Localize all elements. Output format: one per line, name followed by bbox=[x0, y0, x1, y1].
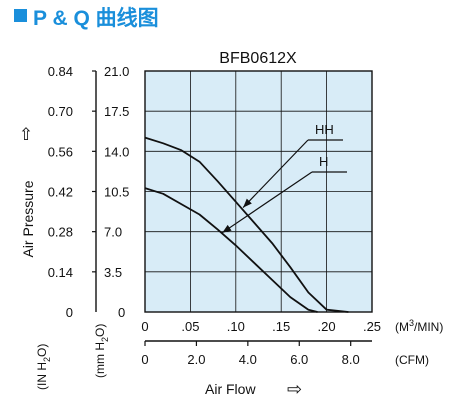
chart-title: BFB0612X bbox=[219, 50, 297, 67]
annotation-leader bbox=[242, 139, 309, 208]
svg-text:(IN H2O): (IN H2O) bbox=[35, 344, 52, 390]
y-axis: 0 3.5 7.0 10.5 14.0 17.5 21.0 bbox=[92, 64, 129, 320]
y-tick-label: 21.0 bbox=[104, 64, 129, 79]
y-axis-label: Air Pressure bbox=[20, 180, 36, 257]
page-title: P & Q 曲线图 bbox=[33, 7, 159, 30]
y2-tick-label: 0.28 bbox=[48, 225, 73, 240]
y2-tick-label: 0 bbox=[66, 305, 73, 320]
x2-tick-label: 4.0 bbox=[239, 352, 257, 367]
y-tick-label: 10.5 bbox=[104, 185, 129, 200]
y2-tick-label: 0.14 bbox=[48, 265, 73, 280]
annotation-leader bbox=[221, 171, 313, 234]
y2-tick-label: 0.42 bbox=[48, 185, 73, 200]
x2-tick-label: 8.0 bbox=[342, 352, 360, 367]
y-tick-label: 3.5 bbox=[104, 265, 122, 280]
plot-frame bbox=[144, 70, 373, 313]
x-tick-label: .20 bbox=[318, 319, 336, 334]
x-axis-label: Air Flow bbox=[205, 381, 256, 397]
svg-text:(mm H2O): (mm H2O) bbox=[93, 324, 110, 378]
x-axis: 0 .05 .10 .15 .20 .25 bbox=[141, 319, 381, 334]
arrowhead-icon bbox=[243, 198, 252, 208]
x-unit-label: (M3/MIN) bbox=[395, 318, 443, 334]
x-tick-label: .25 bbox=[363, 319, 381, 334]
series-line-h bbox=[144, 187, 318, 313]
title-square-icon bbox=[14, 9, 27, 22]
x-tick-label: .15 bbox=[272, 319, 290, 334]
y-tick-label: 0 bbox=[118, 305, 125, 320]
x2-unit-label: (CFM) bbox=[395, 353, 429, 367]
x2-axis: 0 2.0 4.0 6.0 8.0 bbox=[141, 341, 360, 367]
annotations-layer: HHH bbox=[221, 122, 347, 234]
y2-tick-label: 0.70 bbox=[48, 104, 73, 119]
arrowhead-icon bbox=[222, 224, 232, 233]
y-tick-label: 17.5 bbox=[104, 104, 129, 119]
x-tick-label: .10 bbox=[227, 319, 245, 334]
y-tick-label: 14.0 bbox=[104, 144, 129, 159]
y2-axis: 0 0.14 0.28 0.42 0.56 0.70 0.84 bbox=[48, 64, 73, 320]
y2-tick-label: 0.84 bbox=[48, 64, 73, 79]
x-tick-label: 0 bbox=[141, 319, 148, 334]
y2-tick-label: 0.56 bbox=[48, 144, 73, 159]
x2-tick-label: 6.0 bbox=[290, 352, 308, 367]
x-tick-label: .05 bbox=[181, 319, 199, 334]
up-arrow-icon: ⇧ bbox=[19, 125, 33, 144]
right-arrow-icon: ⇨ bbox=[287, 379, 302, 399]
annotation-label-hh: HH bbox=[315, 122, 334, 137]
y-tick-label: 7.0 bbox=[104, 225, 122, 240]
annotation-label-h: H bbox=[319, 154, 328, 169]
x2-tick-label: 2.0 bbox=[187, 352, 205, 367]
series-layer bbox=[144, 136, 349, 313]
y2-unit-label: (IN H2O) bbox=[35, 344, 52, 390]
series-line-hh bbox=[144, 136, 349, 313]
y-unit-label: (mm H2O) bbox=[93, 324, 110, 378]
x2-tick-label: 0 bbox=[141, 352, 148, 367]
